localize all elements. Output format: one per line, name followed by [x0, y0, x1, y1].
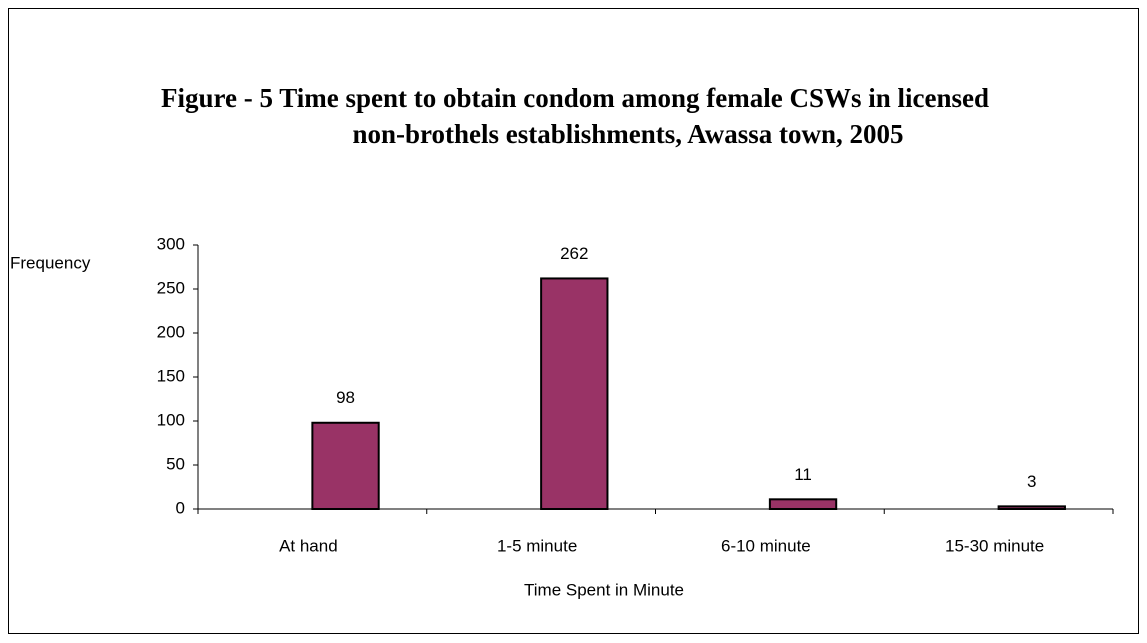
y-tick-label: 250	[157, 278, 185, 297]
bar	[997, 505, 1066, 510]
y-tick-label: 0	[176, 498, 185, 517]
x-tick-label: 1-5 minute	[497, 536, 577, 555]
x-tick-label: At hand	[279, 536, 338, 555]
x-tick-label: 6-10 minute	[721, 536, 811, 555]
y-tick-label: 50	[166, 454, 185, 473]
bar	[768, 498, 838, 511]
bar	[311, 421, 380, 511]
y-tick-label: 300	[157, 234, 185, 253]
data-label: 11	[794, 465, 812, 484]
data-label: 262	[560, 244, 588, 263]
data-label: 3	[1027, 472, 1036, 491]
data-label: 98	[336, 388, 355, 407]
y-tick-label: 100	[157, 410, 185, 429]
y-axis-label: Frequency	[10, 253, 91, 272]
chart-title: non-brothels establishments, Awassa town…	[352, 119, 903, 149]
bar	[540, 277, 609, 510]
chart-title: Figure - 5 Time spent to obtain condom a…	[161, 83, 989, 113]
y-tick-label: 150	[157, 366, 185, 385]
x-axis-label: Time Spent in Minute	[524, 580, 684, 599]
y-tick-label: 200	[157, 322, 185, 341]
x-tick-label: 15-30 minute	[945, 536, 1044, 555]
chart-frame	[8, 8, 1139, 634]
